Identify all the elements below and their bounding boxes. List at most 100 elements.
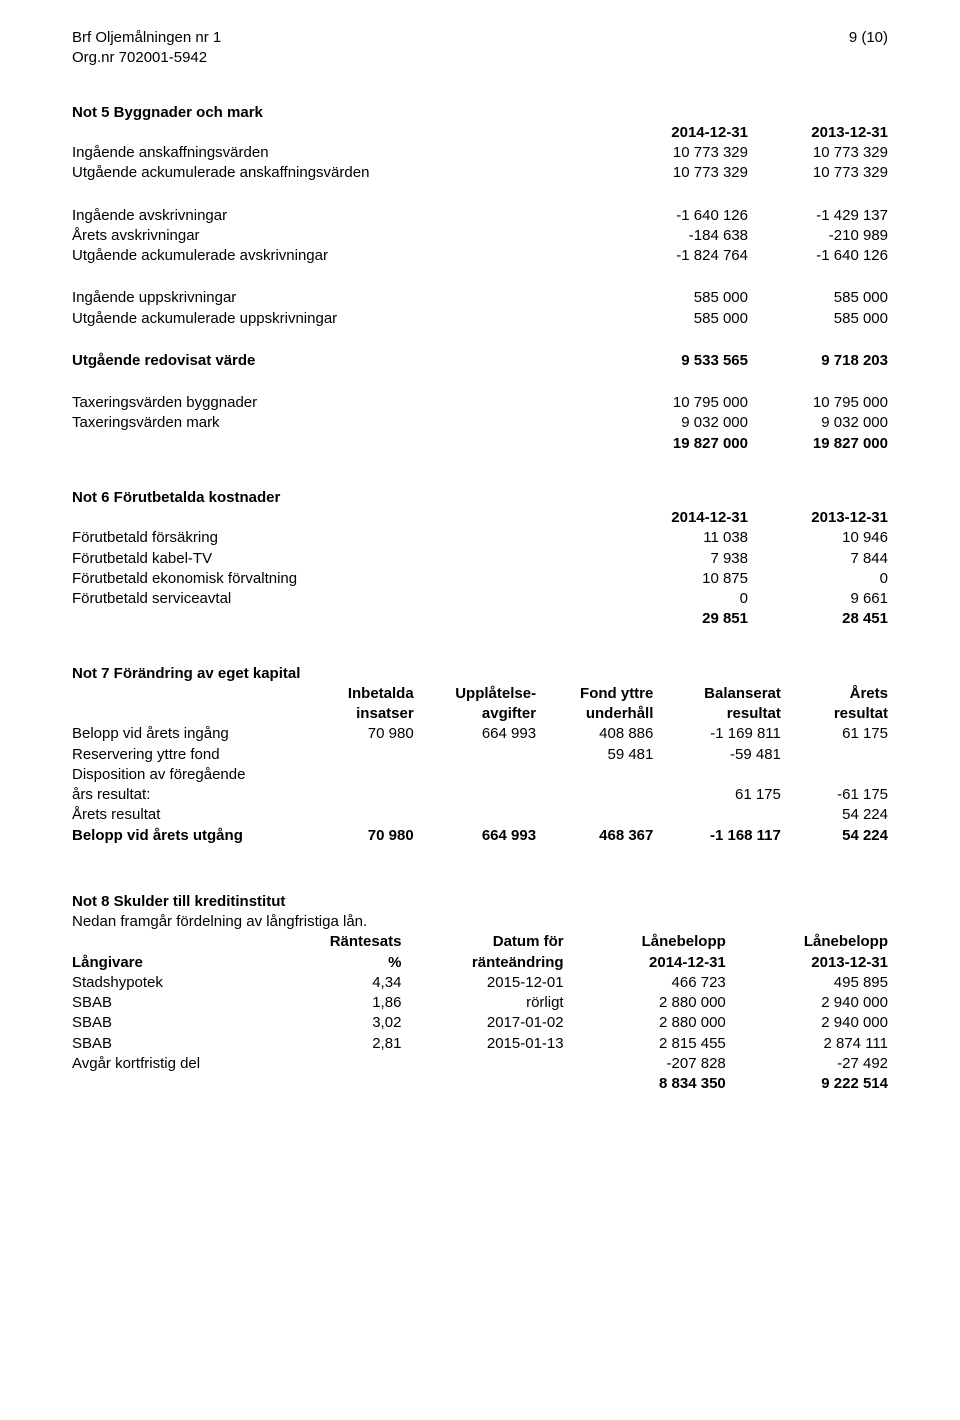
col-head: 2013-12-31 xyxy=(726,953,888,973)
page: Brf Oljemålningen nr 1 9 (10) Org.nr 702… xyxy=(0,0,960,1420)
table-row: SBAB 3,02 2017-01-02 2 880 000 2 940 000 xyxy=(72,1013,888,1033)
not8-subtitle: Nedan framgår fördelning av långfristiga… xyxy=(72,912,888,932)
page-header: Brf Oljemålningen nr 1 9 (10) xyxy=(72,28,888,48)
table-row: Utgående ackumulerade uppskrivningar 585… xyxy=(72,309,888,329)
table-row: Utgående redovisat värde 9 533 565 9 718… xyxy=(72,351,888,371)
col-head: Datum för xyxy=(401,932,563,952)
row-val: -1 168 117 xyxy=(653,826,781,846)
row-val: 2 880 000 xyxy=(564,993,726,1013)
row-val: 0 xyxy=(608,589,748,609)
not8-title: Not 8 Skulder till kreditinstitut xyxy=(72,892,888,912)
row-val: 2,81 xyxy=(285,1034,402,1054)
row-label: Förutbetald kabel-TV xyxy=(72,549,608,569)
row-label: Utgående ackumulerade uppskrivningar xyxy=(72,309,608,329)
table-row: Förutbetald ekonomisk förvaltning 10 875… xyxy=(72,569,888,589)
not5-title: Not 5 Byggnader och mark xyxy=(72,103,888,123)
col-head: avgifter xyxy=(414,704,536,724)
row-label: Förutbetald ekonomisk förvaltning xyxy=(72,569,608,589)
not6-table: 2014-12-31 2013-12-31 Förutbetald försäk… xyxy=(72,508,888,630)
row-val: 408 886 xyxy=(536,724,653,744)
row-val: 0 xyxy=(748,569,888,589)
row-val: 59 481 xyxy=(536,745,653,765)
row-label: Belopp vid årets ingång xyxy=(72,724,307,744)
row-val: -59 481 xyxy=(653,745,781,765)
row-val: 2017-01-02 xyxy=(401,1013,563,1033)
table-row: Utgående ackumulerade avskrivningar -1 8… xyxy=(72,246,888,266)
row-val: 8 834 350 xyxy=(564,1074,726,1094)
table-row: Ingående avskrivningar -1 640 126 -1 429… xyxy=(72,206,888,226)
col-head: resultat xyxy=(653,704,781,724)
col-head: resultat xyxy=(781,704,888,724)
row-val: 466 723 xyxy=(564,973,726,993)
table-row: Årets resultat 54 224 xyxy=(72,805,888,825)
table-row: Utgående ackumulerade anskaffningsvärden… xyxy=(72,163,888,183)
col-head: ränteändring xyxy=(401,953,563,973)
table-row: Taxeringsvärden mark 9 032 000 9 032 000 xyxy=(72,413,888,433)
row-label: Förutbetald serviceavtal xyxy=(72,589,608,609)
row-val: 29 851 xyxy=(608,609,748,629)
table-row: Taxeringsvärden byggnader 10 795 000 10 … xyxy=(72,393,888,413)
row-label: Belopp vid årets utgång xyxy=(72,826,307,846)
table-row: Belopp vid årets utgång 70 980 664 993 4… xyxy=(72,826,888,846)
table-row: Årets avskrivningar -184 638 -210 989 xyxy=(72,226,888,246)
not8-table: Räntesats Datum för Lånebelopp Lånebelop… xyxy=(72,932,888,1094)
not6-col2: 2013-12-31 xyxy=(748,508,888,528)
table-row: SBAB 1,86 rörligt 2 880 000 2 940 000 xyxy=(72,993,888,1013)
table-row: Ingående uppskrivningar 585 000 585 000 xyxy=(72,288,888,308)
not5-col2: 2013-12-31 xyxy=(748,123,888,143)
table-row: Ingående anskaffningsvärden 10 773 329 1… xyxy=(72,143,888,163)
row-val: 10 773 329 xyxy=(608,143,748,163)
row-label: Taxeringsvärden byggnader xyxy=(72,393,608,413)
row-val xyxy=(307,785,414,805)
row-val: 54 224 xyxy=(781,826,888,846)
row-val xyxy=(781,745,888,765)
row-val xyxy=(307,805,414,825)
col-head: Inbetalda xyxy=(307,684,414,704)
row-label: SBAB xyxy=(72,1034,285,1054)
row-val: -61 175 xyxy=(781,785,888,805)
row-label: Disposition av föregående xyxy=(72,765,307,785)
not5-table-3: Ingående uppskrivningar 585 000 585 000 … xyxy=(72,288,888,329)
row-val: 495 895 xyxy=(726,973,888,993)
not5-col1: 2014-12-31 xyxy=(608,123,748,143)
row-val: 10 946 xyxy=(748,528,888,548)
row-label: Ingående anskaffningsvärden xyxy=(72,143,608,163)
row-val: 28 451 xyxy=(748,609,888,629)
row-val: 3,02 xyxy=(285,1013,402,1033)
col-head: Balanserat xyxy=(653,684,781,704)
org-number: Org.nr 702001-5942 xyxy=(72,48,888,68)
table-row: SBAB 2,81 2015-01-13 2 815 455 2 874 111 xyxy=(72,1034,888,1054)
row-label: Stadshypotek xyxy=(72,973,285,993)
row-label: Förutbetald försäkring xyxy=(72,528,608,548)
row-label: SBAB xyxy=(72,993,285,1013)
table-row: 8 834 350 9 222 514 xyxy=(72,1074,888,1094)
row-val: 61 175 xyxy=(653,785,781,805)
row-val: 10 795 000 xyxy=(608,393,748,413)
row-val: -207 828 xyxy=(564,1054,726,1074)
row-label: SBAB xyxy=(72,1013,285,1033)
table-row: Belopp vid årets ingång 70 980 664 993 4… xyxy=(72,724,888,744)
row-val: -27 492 xyxy=(726,1054,888,1074)
row-val: -1 640 126 xyxy=(608,206,748,226)
col-head: Fond yttre xyxy=(536,684,653,704)
row-val: -184 638 xyxy=(608,226,748,246)
row-label: Reservering yttre fond xyxy=(72,745,307,765)
not5-table-2: Ingående avskrivningar -1 640 126 -1 429… xyxy=(72,206,888,267)
row-val xyxy=(536,805,653,825)
row-val: -1 640 126 xyxy=(748,246,888,266)
page-number: 9 (10) xyxy=(849,28,888,48)
row-val: 2 940 000 xyxy=(726,993,888,1013)
row-val: 19 827 000 xyxy=(748,434,888,454)
row-val: 54 224 xyxy=(781,805,888,825)
row-val: 9 718 203 xyxy=(748,351,888,371)
row-val: 10 795 000 xyxy=(748,393,888,413)
row-val: 468 367 xyxy=(536,826,653,846)
row-val: 10 773 329 xyxy=(748,163,888,183)
row-val: -1 169 811 xyxy=(653,724,781,744)
doc-title: Brf Oljemålningen nr 1 xyxy=(72,28,221,48)
row-val: 11 038 xyxy=(608,528,748,548)
table-row: 19 827 000 19 827 000 xyxy=(72,434,888,454)
row-val xyxy=(653,805,781,825)
table-row: Förutbetald försäkring 11 038 10 946 xyxy=(72,528,888,548)
col-head: Lånebelopp xyxy=(564,932,726,952)
